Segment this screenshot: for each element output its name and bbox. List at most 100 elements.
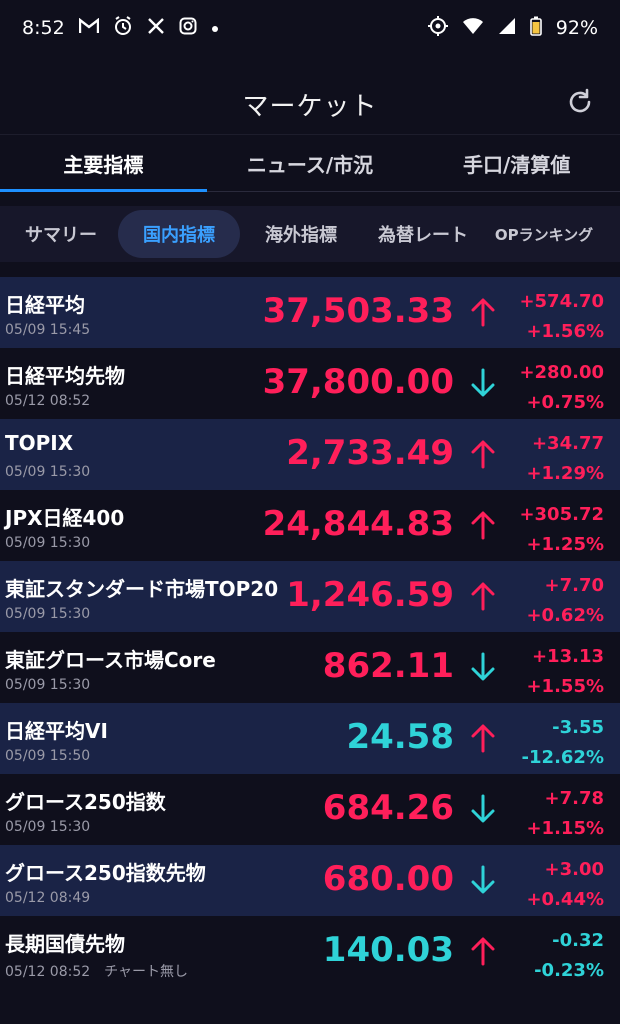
market-datetime: 05/12 08:52 [5,393,91,409]
market-row[interactable]: 東証スタンダード市場TOP20 05/09 15:30 1,246.59 +7.70 +… [0,561,620,632]
arrow-up-icon [470,723,496,753]
market-price: 37,800.00 [262,362,454,402]
market-meta: 05/09 15:45 [5,322,104,338]
market-price: 684.26 [322,788,454,828]
market-meta: 05/12 08:52 [5,393,104,409]
change-percent: -0.23% [534,960,604,981]
market-row[interactable]: グロース250指数先物 05/12 08:49 680.00 +3.00 +0.44% [0,845,620,916]
subtab-fx[interactable]: 為替レート [378,225,468,246]
market-change: -0.32 -0.23% [534,926,604,986]
change-percent: +0.75% [526,392,604,413]
market-datetime: 05/09 15:45 [5,322,91,338]
market-datetime: 05/09 15:50 [5,748,91,764]
signal-icon [498,17,516,39]
market-name: グロース250指数先物 [5,861,206,885]
market-name: 長期国債先物 [5,932,125,956]
arrow-down-icon [470,368,496,398]
market-list: 日経平均 05/09 15:45 37,503.33 +574.70 +1.56% 日経平… [0,277,620,987]
market-change: +280.00 +0.75% [519,358,604,418]
battery-icon [529,16,542,40]
change-value: +574.70 [519,291,604,312]
dot-icon [211,19,219,37]
change-percent: +1.25% [526,534,604,555]
market-change: +13.13 +1.55% [526,642,604,702]
status-left: 8:52 [22,16,219,40]
change-percent: +0.44% [526,889,604,910]
market-price: 24,844.83 [262,504,454,544]
market-name: 日経平均先物 [5,364,125,388]
refresh-icon[interactable] [564,86,596,118]
market-datetime: 05/09 15:30 [5,535,91,551]
market-row[interactable]: 東証グロース市場Core 05/09 15:30 862.11 +13.13 +1.55… [0,632,620,703]
subtab-domestic[interactable]: 国内指標 [118,210,240,258]
market-row[interactable]: 日経平均先物 05/12 08:52 37,800.00 +280.00 +0.75% [0,348,620,419]
subtab-op-ranking[interactable]: OPランキング [494,225,594,244]
market-meta: 05/12 08:52 チャート無し [5,961,202,981]
market-name: 東証グロース市場Core [5,648,216,672]
market-row[interactable]: 長期国債先物 05/12 08:52 チャート無し 140.03 -0.32 -0.23% [0,916,620,987]
market-row[interactable]: 日経平均VI 05/09 15:50 24.58 -3.55 -12.62% [0,703,620,774]
main-tabs: 主要指標 ニュース/市況 手口/清算値 [0,134,620,192]
arrow-down-icon [470,652,496,682]
wifi-icon [462,17,484,39]
arrow-up-icon [470,439,496,469]
change-value: +7.70 [544,575,605,596]
change-value: +3.00 [544,859,605,880]
market-datetime: 05/12 08:52 [5,964,91,980]
x-icon [147,17,165,39]
page-title: マーケット [242,91,378,122]
arrow-up-icon [470,510,496,540]
market-change: +7.70 +0.62% [526,571,604,631]
app-header: マーケット [0,72,620,136]
arrow-up-icon [470,297,496,327]
market-change: -3.55 -12.62% [522,713,604,773]
status-right: 92% [427,16,598,40]
market-meta: 05/09 15:30 [5,535,104,551]
change-value: -3.55 [552,717,604,738]
change-percent: +1.15% [526,818,604,839]
market-change: +34.77 +1.29% [526,429,604,489]
gmail-icon [78,17,99,38]
status-time: 8:52 [22,17,65,39]
change-value: +34.77 [531,433,604,454]
arrow-down-icon [470,865,496,895]
change-value: -0.32 [552,930,604,951]
market-meta: 05/09 15:30 [5,677,104,693]
market-price: 24.58 [346,717,454,757]
market-row[interactable]: JPX日経400 05/09 15:30 24,844.83 +305.72 +1.25… [0,490,620,561]
tab-news-market[interactable]: ニュース/市況 [246,152,374,177]
arrow-up-icon [470,581,496,611]
market-meta: 05/09 15:30 [5,606,104,622]
change-percent: +1.55% [526,676,604,697]
tab-orders-settlement[interactable]: 手口/清算値 [463,152,571,177]
market-price: 1,246.59 [286,575,454,615]
market-name: TOPIX [5,431,74,455]
market-row[interactable]: グロース250指数 05/09 15:30 684.26 +7.78 +1.15% [0,774,620,845]
market-price: 37,503.33 [262,291,454,331]
market-price: 140.03 [322,930,454,970]
change-percent: +1.29% [526,463,604,484]
subtab-summary[interactable]: サマリー [25,225,97,246]
status-bar: 8:52 92% [0,0,620,56]
tab-main-indicators[interactable]: 主要指標 [0,135,207,192]
change-percent: -12.62% [521,747,604,768]
market-meta: 05/09 15:30 [5,819,104,835]
market-name: 東証スタンダード市場TOP20 [5,577,279,601]
market-datetime: 05/09 15:30 [5,464,91,480]
alarm-icon [113,16,133,40]
market-row[interactable]: TOPIX 05/09 15:30 2,733.49 +34.77 +1.29% [0,419,620,490]
market-note: チャート無し [104,964,189,980]
market-meta: 05/12 08:49 [5,890,104,906]
market-meta: 05/09 15:50 [5,748,104,764]
market-change: +574.70 +1.56% [519,287,604,347]
change-value: +7.78 [544,788,605,809]
market-datetime: 05/12 08:49 [5,890,91,906]
market-row[interactable]: 日経平均 05/09 15:45 37,503.33 +574.70 +1.56% [0,277,620,348]
change-value: +13.13 [531,646,604,667]
arrow-up-icon [470,936,496,966]
market-price: 862.11 [322,646,454,686]
subtab-overseas[interactable]: 海外指標 [265,225,337,246]
market-name: 日経平均 [5,293,85,317]
market-change: +305.72 +1.25% [519,500,604,560]
market-price: 680.00 [322,859,454,899]
